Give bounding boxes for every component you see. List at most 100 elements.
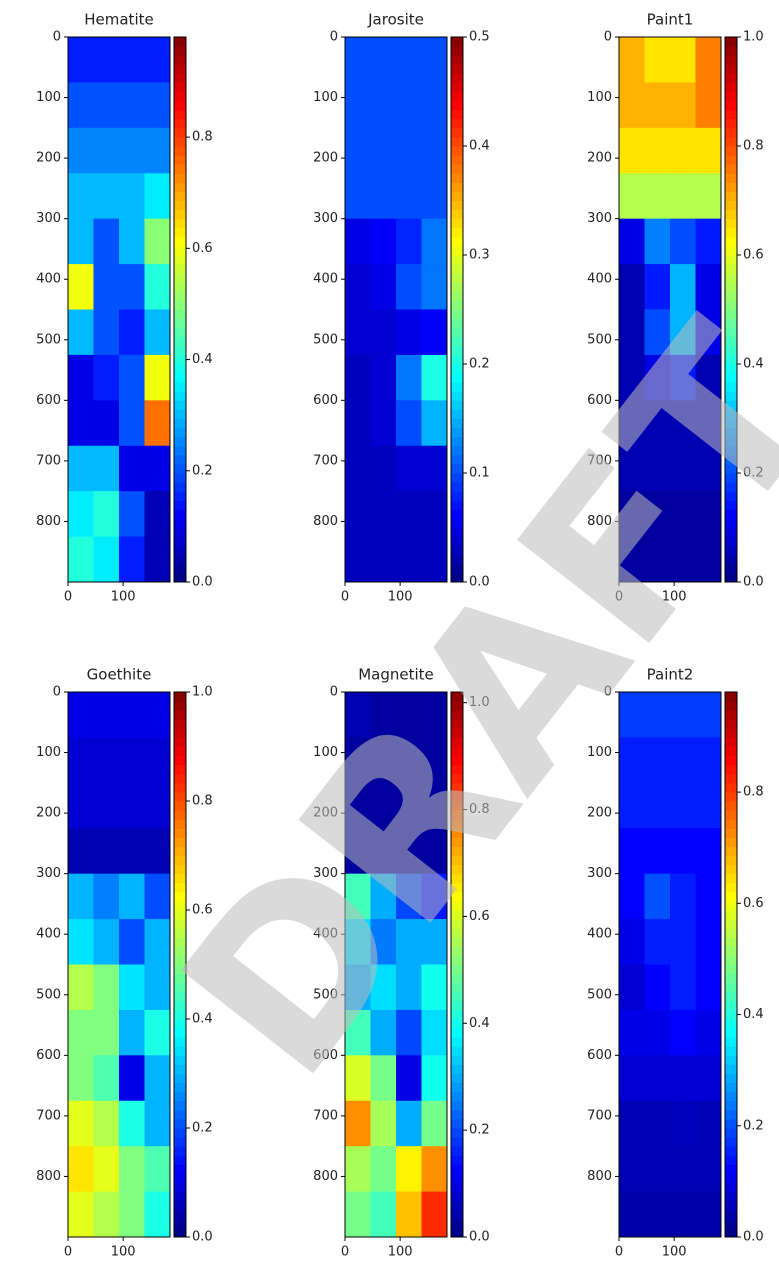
colorbar-segment <box>174 464 186 474</box>
colorbar-segment <box>174 82 186 92</box>
colorbar-segment <box>725 774 737 784</box>
y-tick-label: 100 <box>36 745 61 760</box>
heatmap-cell <box>670 1146 696 1192</box>
heatmap-cell <box>145 1010 171 1056</box>
heatmap-cell <box>68 1101 94 1147</box>
colorbar-segment <box>174 355 186 365</box>
colorbar-segment <box>174 182 186 192</box>
x-tick-label: 0 <box>341 1245 349 1260</box>
y-tick-label: 400 <box>587 927 612 942</box>
colorbar-segment <box>725 874 737 884</box>
y-tick-label: 300 <box>587 211 612 226</box>
heatmap-cell <box>145 355 171 401</box>
heatmap-cell <box>371 264 397 310</box>
colorbar-segment <box>174 1019 186 1029</box>
colorbar-segment <box>451 110 463 120</box>
heatmap-cell <box>119 37 145 83</box>
colorbar-segment <box>725 1028 737 1038</box>
y-tick-label: 400 <box>36 927 61 942</box>
colorbar-segment <box>174 364 186 374</box>
heatmap-cell <box>94 219 120 265</box>
colorbar-segment <box>174 1210 186 1220</box>
colorbar-segment <box>451 346 463 356</box>
heatmap-cell <box>145 537 171 583</box>
y-tick-label: 600 <box>313 393 338 408</box>
colorbar-segment <box>451 428 463 438</box>
heatmap-cell <box>94 828 120 874</box>
colorbar-segment <box>725 1055 737 1065</box>
colorbar-segment <box>725 1155 737 1165</box>
heatmap-cell <box>94 1010 120 1056</box>
y-tick-label: 0 <box>330 30 338 45</box>
colorbar-segment <box>174 1055 186 1065</box>
colorbar-tick-label: 1.0 <box>743 30 764 45</box>
colorbar-segment <box>174 191 186 201</box>
heatmap-cell <box>645 1192 671 1238</box>
colorbar-segment <box>174 228 186 238</box>
heatmap-cell <box>119 355 145 401</box>
colorbar-segment <box>451 1219 463 1229</box>
heatmap-cell <box>645 219 671 265</box>
colorbar-segment <box>725 856 737 866</box>
colorbar-segment <box>451 1019 463 1029</box>
colorbar-segment <box>174 173 186 183</box>
colorbar-segment <box>725 1010 737 1020</box>
heatmap-cell <box>94 1101 120 1147</box>
colorbar-segment <box>725 273 737 283</box>
colorbar-segment <box>725 1192 737 1202</box>
y-tick-label: 200 <box>313 151 338 166</box>
colorbar-segment <box>725 883 737 893</box>
heatmap-cell <box>345 1192 371 1238</box>
colorbar-segment <box>451 255 463 265</box>
heatmap-cell <box>396 537 422 583</box>
colorbar-segment <box>451 518 463 528</box>
heatmap-cell <box>696 264 722 310</box>
colorbar-segment <box>725 173 737 183</box>
colorbar-segment <box>174 1146 186 1156</box>
colorbar-segment <box>725 1146 737 1156</box>
heatmap-cell <box>119 828 145 874</box>
heatmap-cell <box>68 828 94 874</box>
heatmap-cell <box>68 1192 94 1238</box>
heatmap-cell <box>645 783 671 829</box>
colorbar-segment <box>174 300 186 310</box>
colorbar-segment <box>451 300 463 310</box>
colorbar-segment <box>174 346 186 356</box>
colorbar-segment <box>725 1064 737 1074</box>
colorbar-segment <box>174 1074 186 1084</box>
heatmap-cell <box>371 1192 397 1238</box>
colorbar-segment <box>174 210 186 220</box>
heatmap-cell <box>396 1055 422 1101</box>
colorbar-segment <box>725 965 737 975</box>
colorbar-segment <box>451 191 463 201</box>
heatmap-cell <box>94 737 120 783</box>
heatmap-cell <box>670 219 696 265</box>
heatmap-cell <box>371 491 397 537</box>
heatmap-cell <box>619 219 645 265</box>
colorbar-segment <box>725 1201 737 1211</box>
colorbar-segment <box>451 119 463 129</box>
heatmap-cell <box>145 310 171 356</box>
colorbar-tick-label: 0.2 <box>743 1118 764 1133</box>
colorbar-segment <box>174 146 186 156</box>
colorbar-segment <box>451 992 463 1002</box>
colorbar-tick-label: 0.4 <box>469 1016 490 1031</box>
heatmap-cell <box>345 264 371 310</box>
colorbar-segment <box>725 1046 737 1056</box>
y-tick-label: 500 <box>36 987 61 1002</box>
heatmap-cell <box>371 537 397 583</box>
heatmap-cell <box>696 1146 722 1192</box>
heatmap-cell <box>345 82 371 128</box>
colorbar-segment <box>725 101 737 111</box>
heatmap-cell <box>68 264 94 310</box>
colorbar-segment <box>174 237 186 247</box>
y-tick-label: 800 <box>313 514 338 529</box>
colorbar-segment <box>174 874 186 884</box>
colorbar-segment <box>451 1110 463 1120</box>
colorbar-segment <box>174 101 186 111</box>
heatmap-cell <box>396 355 422 401</box>
colorbar-segment <box>725 64 737 74</box>
heatmap-cell <box>670 37 696 83</box>
colorbar-segment <box>451 437 463 447</box>
colorbar-segment <box>451 101 463 111</box>
